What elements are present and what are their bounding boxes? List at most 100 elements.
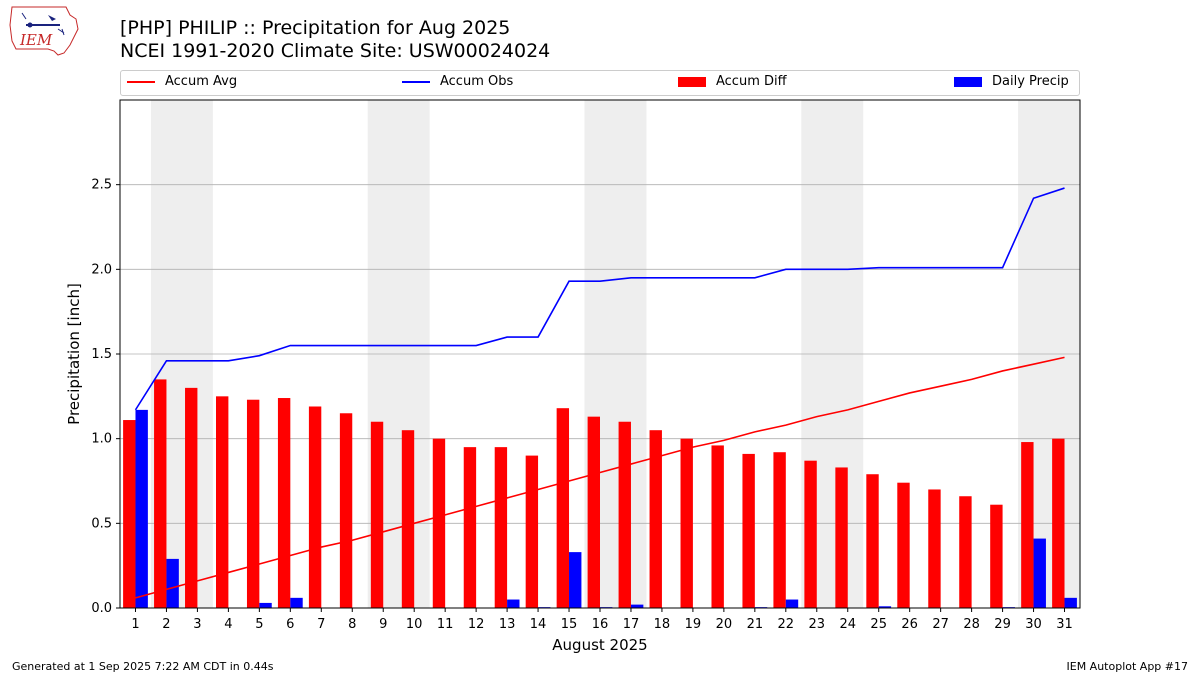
x-tick-label-4: 4	[224, 617, 232, 632]
daily-precip-bar-13	[507, 599, 520, 608]
x-axis-label: August 2025	[552, 636, 647, 654]
legend-label-accum-diff: Accum Diff	[716, 74, 787, 89]
accum-diff-bar-3	[185, 387, 198, 608]
line-series	[134, 187, 1065, 599]
accum-obs-line	[134, 187, 1065, 411]
accum-diff-bar-27	[928, 489, 941, 608]
accum-avg-line	[135, 356, 1065, 599]
accum-diff-bar-16	[587, 416, 600, 608]
x-tick-label-2: 2	[162, 617, 170, 632]
accum-diff-bar-29	[990, 504, 1003, 608]
y-tick-label-5: 2.5	[91, 178, 112, 193]
daily-precip-bar-25	[878, 606, 892, 608]
accum-diff-bar-28	[959, 496, 972, 608]
legend-swatch-daily-precip	[954, 76, 982, 87]
chart-legend: Accum Avg Accum Obs Accum Diff Daily Pre…	[120, 70, 1080, 96]
y-tick-label-2: 1.0	[91, 432, 112, 447]
x-tick-label-28: 28	[963, 617, 980, 632]
app-credit: IEM Autoplot App #17	[1066, 660, 1189, 673]
accum-diff-bar-6	[277, 398, 291, 608]
accum-diff-bar-22	[773, 452, 786, 608]
svg-text:IEM: IEM	[19, 31, 53, 49]
daily-precip-bar-30	[1033, 538, 1046, 608]
legend-label-daily-precip: Daily Precip	[992, 74, 1069, 89]
daily-precip-bar-31	[1064, 597, 1077, 608]
legend-label-accum-obs: Accum Obs	[440, 74, 514, 89]
x-tick-label-12: 12	[468, 617, 485, 632]
x-tick-label-17: 17	[623, 617, 640, 632]
x-tick-label-6: 6	[286, 617, 294, 632]
x-tick-label-11: 11	[437, 617, 454, 632]
accum-diff-bar-21	[742, 453, 755, 608]
accum-diff-bar-8	[339, 413, 353, 608]
y-tick-label-3: 1.5	[91, 347, 112, 362]
daily-precip-bar-1	[135, 409, 148, 608]
daily-precip-bar-5	[259, 602, 272, 608]
accum-diff-bar-23	[804, 460, 817, 608]
accum-diff-bar-1	[123, 420, 136, 608]
x-tick-label-5: 5	[255, 617, 263, 632]
x-tick-label-18: 18	[654, 617, 671, 632]
legend-item-accum-obs: Accum Obs	[402, 74, 513, 89]
accum-diff-bar-12	[463, 447, 477, 608]
accum-diff-bar-4	[216, 396, 229, 608]
x-tick-label-16: 16	[592, 617, 609, 632]
axes: 0.00.51.01.52.02.51 2 3 4 5 6 7 8 9 10 11 12 13 14 15 1…	[91, 178, 1072, 632]
accum-diff-bar-24	[835, 467, 848, 608]
legend-swatch-accum-diff	[678, 76, 706, 87]
x-tick-label-29: 29	[994, 617, 1011, 632]
x-tick-label-9: 9	[379, 617, 387, 632]
accum-diff-bar-11	[432, 438, 446, 608]
x-tick-label-7: 7	[317, 617, 325, 632]
x-tick-label-20: 20	[716, 617, 733, 632]
accum-diff-bar-10	[401, 430, 415, 608]
x-tick-label-21: 21	[747, 617, 764, 632]
accum-diff-bar-14	[525, 455, 539, 608]
x-tick-label-27: 27	[932, 617, 949, 632]
legend-swatch-accum-obs	[402, 80, 430, 83]
accum-diff-bar-20	[711, 445, 724, 608]
legend-swatch-accum-avg	[127, 80, 155, 83]
y-axis-label: Precipitation [inch]	[65, 283, 83, 425]
daily-precip-bar-6	[290, 597, 303, 608]
legend-item-accum-avg: Accum Avg	[127, 74, 237, 89]
accum-diff-bar-30	[1021, 442, 1034, 608]
accum-diff-bar-15	[556, 408, 570, 608]
legend-item-daily-precip: Daily Precip	[954, 74, 1069, 89]
accum-diff-bar-7	[308, 406, 322, 608]
accum-diff-bar-31	[1052, 438, 1065, 608]
accum-diff-bar-9	[370, 421, 384, 608]
daily-precip-bar-2	[166, 558, 179, 608]
x-tick-label-25: 25	[870, 617, 887, 632]
accum-diff-bar-19	[680, 438, 693, 608]
accum-diff-bar-26	[897, 482, 910, 608]
accum-diff-bar-18	[649, 430, 662, 608]
x-tick-label-23: 23	[809, 617, 826, 632]
accum-diff-bar-5	[246, 399, 260, 608]
x-tick-label-10: 10	[406, 617, 423, 632]
x-tick-label-19: 19	[685, 617, 702, 632]
accum-diff-bar-25	[866, 474, 879, 608]
x-tick-label-8: 8	[348, 617, 356, 632]
x-tick-label-14: 14	[530, 617, 547, 632]
y-tick-label-1: 0.5	[91, 516, 112, 531]
y-tick-label-4: 2.0	[91, 262, 112, 277]
bar-series	[123, 379, 1077, 608]
x-tick-label-31: 31	[1056, 617, 1073, 632]
accum-diff-bar-13	[494, 447, 508, 608]
generated-timestamp: Generated at 1 Sep 2025 7:22 AM CDT in 0…	[12, 660, 274, 673]
x-tick-label-30: 30	[1025, 617, 1042, 632]
daily-precip-bar-17	[630, 604, 644, 608]
x-tick-label-24: 24	[839, 617, 856, 632]
daily-precip-bar-22	[785, 599, 799, 608]
chart-subtitle: NCEI 1991-2020 Climate Site: USW00024024	[120, 40, 551, 62]
x-tick-label-26: 26	[901, 617, 918, 632]
daily-precip-bar-15	[569, 552, 582, 608]
iem-logo: IEM	[8, 5, 80, 59]
accum-diff-bar-17	[618, 421, 631, 608]
x-tick-label-15: 15	[561, 617, 578, 632]
x-tick-label-1: 1	[131, 617, 139, 632]
x-tick-label-22: 22	[778, 617, 795, 632]
accum-diff-bar-2	[154, 379, 167, 608]
